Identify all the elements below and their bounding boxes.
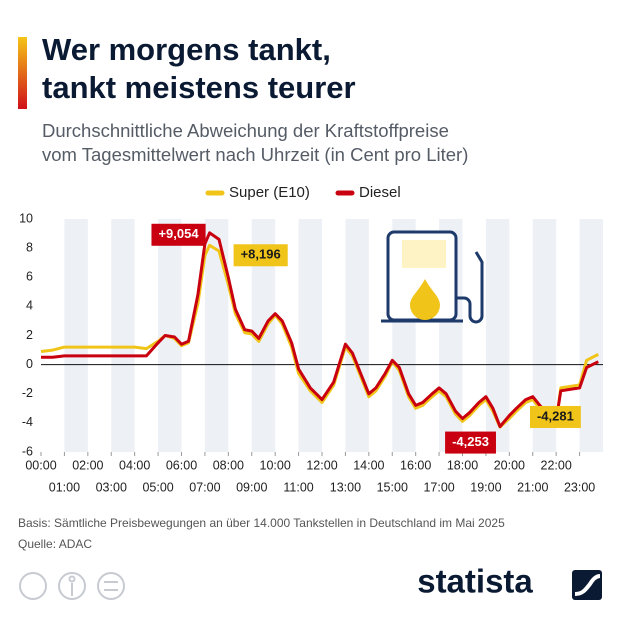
line-series [41,231,599,429]
x-tick-label: 13:00 [330,480,361,494]
chart-subtitle: vom Tagesmittelwert nach Uhrzeit (in Cen… [42,144,468,165]
source-note: Quelle: ADAC [18,537,92,551]
x-tick-label: 17:00 [423,480,454,494]
x-tick-label: 07:00 [189,480,220,494]
plot-area: 00:00 01:00 02:00 03:00 04:00 05:00 06:00 07:00… [19,184,603,494]
x-tick-label: 09:00 [236,480,267,494]
chart-title: tankt meistens teurer [42,70,356,105]
data-label-box [445,431,496,454]
chart-subtitle: Durchschnittliche Abweichung der Kraftst… [42,120,449,141]
data-label-text: +8,196 [241,247,281,262]
x-tick-label: 00:00 [25,458,56,472]
hour-band [579,219,603,452]
y-tick-label: 2 [26,328,33,342]
x-tick-label: 04:00 [119,458,150,472]
hour-band [532,219,557,452]
x-tick-label: 15:00 [377,480,408,494]
x-tick-label: 18:00 [447,458,478,472]
title-accent [18,37,27,109]
data-label: -4,281 [529,405,581,428]
legend-label: Super (E10) [229,184,310,201]
hour-band [111,219,135,452]
y-tick-label: 8 [26,240,33,254]
y-tick-label: 10 [19,211,33,225]
brand-mark [572,570,602,600]
hour-band [64,219,88,452]
x-tick-label: 12:00 [306,458,337,472]
x-tick-label: 23:00 [564,480,595,494]
data-label-box [529,405,581,428]
data-label-box [233,244,288,267]
x-tick-label: 03:00 [96,480,127,494]
legend-label: Diesel [359,184,401,201]
data-label-text: +9,054 [158,226,199,241]
x-tick-label: 16:00 [400,458,431,472]
hour-band [485,219,510,452]
x-tick-label: 10:00 [260,458,291,472]
x-tick-label: 20:00 [494,458,525,472]
data-label: -4,253 [445,431,496,454]
fuel-pump-icon [381,230,484,324]
x-tick-label: 08:00 [213,458,244,472]
y-tick-label: -6 [22,444,33,458]
y-tick-label: -2 [22,386,33,400]
x-tick-label: 06:00 [166,458,197,472]
y-tick-label: -4 [22,415,33,429]
brand-logo: statista [417,563,533,600]
x-tick-label: 19:00 [470,480,501,494]
data-label-box [151,223,206,246]
source-note: Basis: Sämtliche Preisbewegungen an über… [18,516,505,530]
data-label: +8,196 [233,244,288,267]
x-tick-label: 11:00 [283,480,313,494]
x-tick-label: 14:00 [353,458,384,472]
chart-title: Wer morgens tankt, [42,32,331,67]
y-tick-label: 4 [26,299,33,313]
data-label-text: -4,253 [452,434,489,449]
data-label-text: -4,281 [537,408,574,423]
hour-band [298,219,322,452]
x-tick-label: 22:00 [541,458,572,472]
y-tick-label: 0 [26,357,33,371]
x-tick-label: 05:00 [142,480,173,494]
hour-band [204,219,229,452]
x-tick-label: 02:00 [72,458,103,472]
hour-band [345,219,369,452]
x-tick-label: 01:00 [49,480,80,494]
x-tick-label: 21:00 [517,480,548,494]
data-label: +9,054 [151,223,206,246]
y-tick-label: 6 [26,270,33,284]
license-icons [19,572,125,600]
